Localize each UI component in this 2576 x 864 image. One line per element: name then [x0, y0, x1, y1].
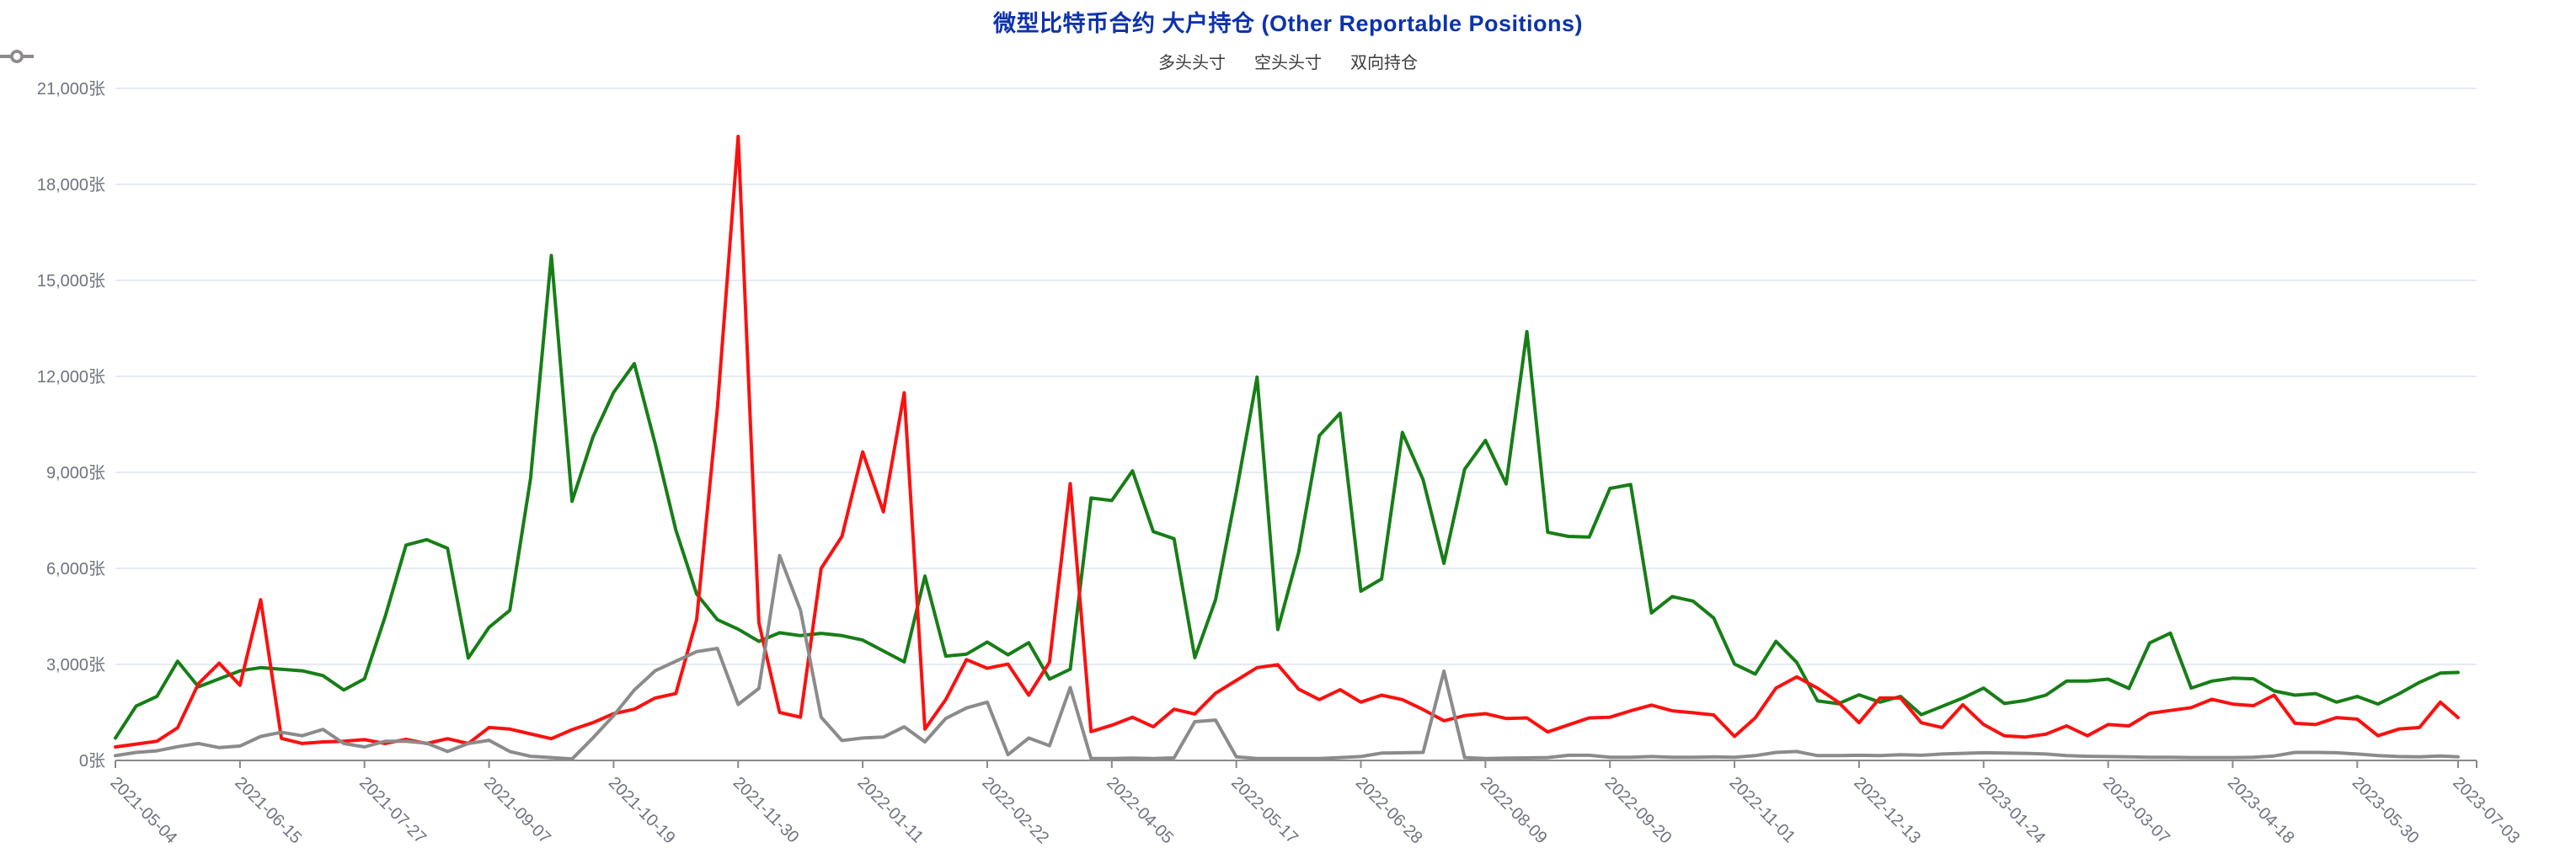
- x-axis-label: 2022-11-01: [1725, 774, 1798, 847]
- x-axis-label: 2021-10-19: [605, 774, 679, 848]
- x-axis-label: 2021-09-07: [480, 774, 554, 848]
- y-axis-label: 21,000张: [37, 79, 105, 99]
- legend-label: 空头头寸: [1254, 54, 1322, 72]
- series-line-long-positions: [114, 253, 2460, 740]
- legend-label: 多头头寸: [1158, 54, 1226, 72]
- x-axis-label: 2022-05-17: [1227, 774, 1301, 848]
- y-axis-label: 18,000张: [37, 175, 105, 195]
- x-axis-label: 2023-03-07: [2099, 774, 2173, 848]
- x-axis-label: 2021-11-30: [730, 774, 803, 847]
- chart-title: 微型比特币合约 大户持仓 (Other Reportable Positions…: [992, 11, 1584, 36]
- x-axis-label: 2022-06-28: [1352, 774, 1426, 848]
- x-axis-label: 2022-04-05: [1103, 774, 1177, 848]
- y-axis-label: 15,000张: [37, 271, 105, 291]
- x-axis-label: 2023-04-18: [2224, 774, 2298, 848]
- legend-line-circle-icon: [0, 50, 34, 63]
- legend-label: 双向持仓: [1350, 54, 1418, 72]
- x-axis-label: 2022-02-22: [978, 774, 1052, 848]
- x-axis-label: 2023-07-03: [2449, 774, 2523, 848]
- x-axis-label: 2021-06-15: [231, 774, 305, 848]
- x-axis-label: 2023-05-30: [2349, 774, 2423, 848]
- legend: 多头头寸 空头头寸 双向持仓: [0, 49, 2576, 73]
- series-line-short-positions: [114, 135, 2460, 749]
- y-axis-label: 0张: [79, 751, 105, 771]
- y-axis-label: 9,000张: [46, 463, 105, 483]
- y-axis-label: 12,000张: [37, 367, 105, 387]
- series-line-spread-positions: [114, 553, 2460, 761]
- y-axis-label: 6,000张: [46, 559, 105, 579]
- x-axis-label: 2022-09-20: [1601, 774, 1675, 848]
- x-axis-label: 2022-01-11: [853, 774, 927, 847]
- x-axis-label: 2021-05-04: [106, 774, 180, 848]
- x-axis-label: 2021-07-27: [355, 774, 430, 848]
- x-axis-label: 2022-12-13: [1850, 774, 1924, 848]
- x-axis-label: 2023-01-24: [1975, 774, 2049, 848]
- legend-item-spread-positions[interactable]: 双向持仓: [0, 49, 1418, 73]
- y-axis-label: 3,000张: [46, 655, 105, 675]
- x-axis-label: 2022-08-09: [1477, 774, 1551, 848]
